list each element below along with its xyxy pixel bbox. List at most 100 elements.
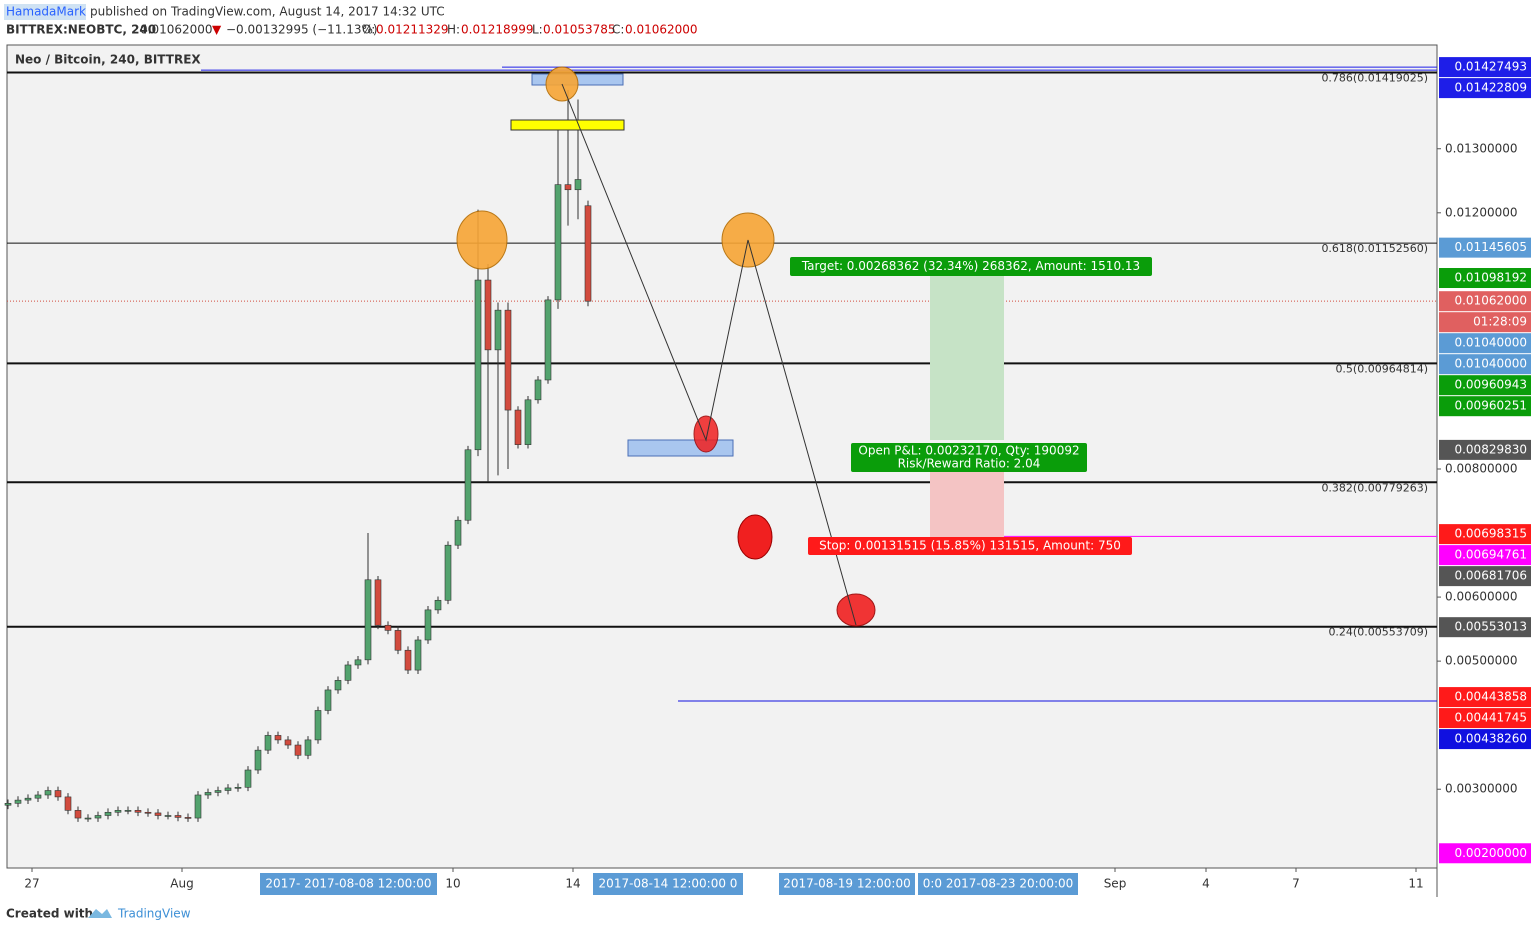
- h-value: 0.01218999: [461, 23, 534, 37]
- candle-body: [14, 799, 22, 804]
- candle-body: [74, 810, 82, 819]
- o-label: O:: [362, 23, 375, 37]
- target-label: Target: 0.00268362 (32.34%) 268362, Amou…: [801, 259, 1140, 273]
- y-tick-label: 0.00300000: [1445, 782, 1518, 796]
- x-tick-label: Sep: [1104, 877, 1127, 891]
- candle-body: [234, 787, 242, 789]
- candle-body: [4, 803, 12, 806]
- time-highlight-label: 2017-08-14 12:00:00 0: [599, 877, 738, 891]
- price-marker-label: 0.00200000: [1454, 846, 1527, 860]
- h-label: H:: [447, 23, 460, 37]
- yellow-box: [510, 119, 625, 131]
- candle-body: [394, 630, 402, 651]
- candle-body: [214, 790, 222, 793]
- candle-body: [24, 797, 32, 801]
- x-tick-label: 14: [565, 877, 580, 891]
- last-price: 0.01062000: [140, 23, 213, 37]
- fib-label: 0.618(0.01152560): [1321, 242, 1428, 255]
- candle-body: [354, 659, 362, 666]
- price-marker-label: 0.00960943: [1454, 378, 1527, 392]
- price-marker-label: 0.01040000: [1454, 336, 1527, 350]
- candle-body: [324, 689, 332, 711]
- y-tick-label: 0.01200000: [1445, 205, 1518, 219]
- candle-body: [454, 519, 462, 546]
- candle-body: [164, 815, 172, 817]
- target-label-bg: [790, 257, 1152, 276]
- pnl-label: Open P&L: 0.00232170, Qty: 190092: [858, 444, 1079, 458]
- orange-circle: [456, 210, 508, 270]
- candle-body: [424, 609, 432, 641]
- candle-body: [524, 399, 532, 445]
- target-zone: [930, 275, 1004, 440]
- candle-body: [384, 624, 392, 631]
- candle-body: [464, 449, 472, 521]
- price-marker: [1439, 291, 1531, 312]
- x-tick-label: 11: [1408, 877, 1423, 891]
- symbol: BITTREX:NEOBTC, 240: [6, 23, 156, 37]
- author-bg: [4, 4, 86, 20]
- candle-body: [184, 817, 192, 819]
- price-marker: [1439, 729, 1531, 750]
- chart-title: Neo / Bitcoin, 240, BITTREX: [15, 53, 201, 67]
- brand-logo: [88, 909, 112, 918]
- price-marker: [1439, 396, 1531, 417]
- candle-body: [434, 599, 442, 611]
- price-marker-label: 0.00438260: [1454, 732, 1527, 746]
- time-highlight: [779, 873, 915, 895]
- price-marker-label: 0.01062000: [1454, 294, 1527, 308]
- rr-label: Risk/Reward Ratio: 2.04: [898, 457, 1041, 471]
- y-tick-label: 0.01300000: [1445, 141, 1518, 155]
- candle-body: [274, 735, 282, 741]
- candle-body: [244, 769, 252, 788]
- candle-body: [444, 544, 452, 601]
- price-marker: [1439, 566, 1531, 587]
- candle-body: [154, 812, 162, 816]
- brand[interactable]: TradingView: [117, 907, 191, 921]
- price-marker-label: 0.00553013: [1454, 620, 1527, 634]
- candle-body: [534, 379, 542, 401]
- candle-body: [574, 179, 582, 191]
- red-circle: [836, 593, 876, 627]
- projection-path: [561, 83, 857, 626]
- candle-body: [344, 664, 352, 681]
- candle-body: [294, 744, 302, 756]
- candle-body: [544, 299, 552, 381]
- created-with: Created with: [6, 907, 93, 921]
- price-marker-label: 0.01145605: [1454, 240, 1527, 254]
- candle-body: [334, 680, 342, 691]
- candle-body: [34, 794, 42, 799]
- candle-body: [54, 790, 62, 798]
- candle-body: [284, 739, 292, 746]
- x-tick-label: 27: [24, 877, 39, 891]
- candle-body: [414, 639, 422, 671]
- price-marker: [1439, 545, 1531, 566]
- author[interactable]: HamadaMark: [6, 5, 86, 19]
- candle-body: [304, 739, 312, 756]
- stop-label: Stop: 0.00131515 (15.85%) 131515, Amount…: [819, 539, 1121, 553]
- candle-body: [504, 309, 512, 411]
- candle-body: [134, 810, 142, 813]
- price-marker-label: 0.00694761: [1454, 548, 1527, 562]
- price-marker-label: 0.00829830: [1454, 442, 1527, 456]
- x-tick-label: 7: [1292, 877, 1300, 891]
- stop-label-bg: [808, 537, 1132, 555]
- c-value: 0.01062000: [625, 23, 698, 37]
- price-marker: [1439, 78, 1531, 99]
- price-marker: [1439, 333, 1531, 354]
- price-marker: [1439, 524, 1531, 545]
- price-marker: [1439, 687, 1531, 708]
- c-label: C:: [612, 23, 624, 37]
- change: −0.00132995 (−11.13%): [226, 23, 378, 37]
- candle-body: [514, 409, 522, 445]
- candle-body: [374, 579, 382, 626]
- price-marker: [1439, 268, 1531, 289]
- candle-body: [494, 309, 502, 351]
- candle-body: [554, 184, 562, 301]
- x-tick-label: 4: [1202, 877, 1210, 891]
- candle-body: [104, 811, 112, 816]
- candle-body: [474, 279, 482, 451]
- price-marker-label: 0.01098192: [1454, 271, 1527, 285]
- price-marker: [1439, 843, 1531, 864]
- candle-body: [204, 792, 212, 796]
- candle-body: [264, 735, 272, 751]
